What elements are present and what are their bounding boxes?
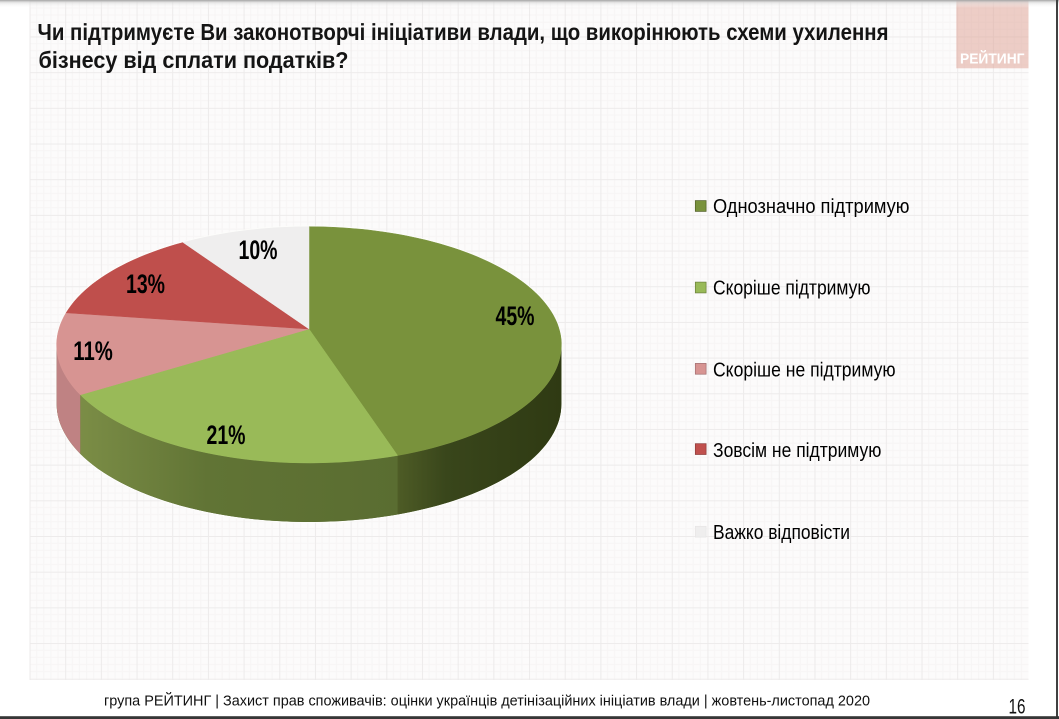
svg-text:Однозначно підтримую: Однозначно підтримую <box>713 196 910 218</box>
svg-text:Важко відповісти: Важко відповісти <box>713 522 850 544</box>
svg-text:Зовсім не підтримую: Зовсім не підтримую <box>713 440 881 462</box>
svg-text:10%: 10% <box>239 235 278 265</box>
svg-text:бізнесу від сплати податків?: бізнесу від сплати податків? <box>39 47 349 73</box>
svg-text:45%: 45% <box>496 301 535 331</box>
svg-text:13%: 13% <box>126 269 165 299</box>
svg-text:Скоріше підтримую: Скоріше підтримую <box>713 277 871 299</box>
svg-text:Скоріше не підтримую: Скоріше не підтримую <box>713 359 896 381</box>
svg-text:21%: 21% <box>207 420 246 450</box>
svg-text:11%: 11% <box>73 336 113 366</box>
svg-text:РЕЙТИНГ: РЕЙТИНГ <box>960 50 1025 68</box>
svg-text:16: 16 <box>1009 694 1026 718</box>
svg-text:Чи підтримуєте Ви законотворчі: Чи підтримуєте Ви законотворчі ініціатив… <box>38 19 889 45</box>
svg-text:група РЕЙТИНГ | Захист прав с: група РЕЙТИНГ | Захист прав споживачів: … <box>104 692 870 710</box>
